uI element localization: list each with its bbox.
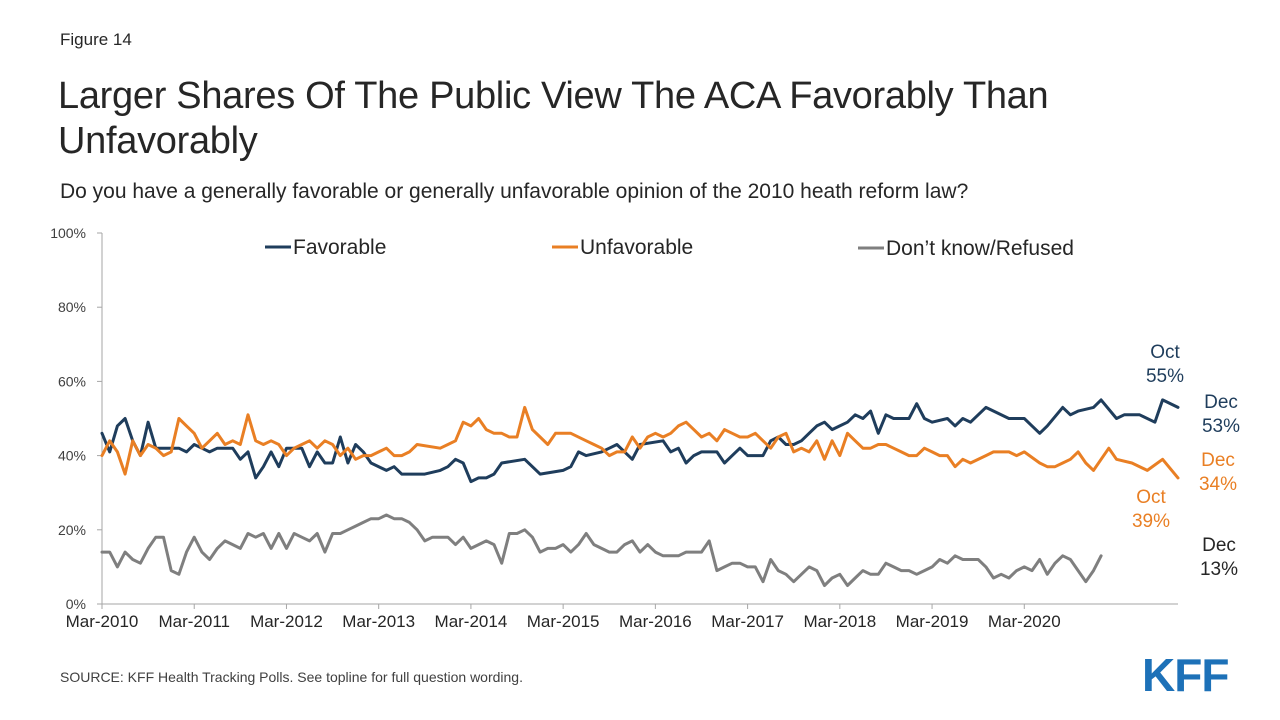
annotation-2-line-0: Dec <box>1201 450 1235 471</box>
y-tick-label: 80% <box>58 299 86 315</box>
figure-label: Figure 14 <box>60 30 132 49</box>
chart-title: Larger Shares Of The Public View The ACA… <box>58 75 1049 162</box>
series-line-0 <box>100 398 1180 484</box>
x-tick-label: Mar-2014 <box>435 612 508 631</box>
y-tick-label: 20% <box>58 522 86 538</box>
x-tick-label: Mar-2010 <box>66 612 139 631</box>
annotation-2-line-1: 34% <box>1199 474 1237 495</box>
chart-axes: 0% 20% 40% 60% 80% 100% Mar-2010 Mar-2011 Mar-20… <box>50 225 1178 631</box>
legend-label-1: Unfavorable <box>580 236 693 259</box>
y-tick-label: 0% <box>66 596 86 612</box>
x-tick-label: Mar-2020 <box>988 612 1061 631</box>
chart-annotations: Oct 55% Dec 53% Dec 34% Oct 39% Dec 13% <box>1132 342 1240 580</box>
source-note: SOURCE: KFF Health Tracking Polls. See t… <box>60 669 523 685</box>
annotation-3-line-1: 39% <box>1132 511 1170 532</box>
x-tick-label: Mar-2016 <box>619 612 692 631</box>
legend-label-0: Favorable <box>293 236 386 259</box>
annotation-0-line-0: Oct <box>1150 342 1180 363</box>
y-tick-label: 40% <box>58 448 86 464</box>
series-line-1 <box>100 405 1180 480</box>
annotation-1-line-0: Dec <box>1204 392 1238 413</box>
kff-logo: KFF <box>1142 649 1229 701</box>
line-chart: 0% 20% 40% 60% 80% 100% Mar-2010 Mar-2011 Mar-20… <box>50 225 1240 631</box>
x-tick-label: Mar-2012 <box>250 612 323 631</box>
chart-lines <box>100 398 1180 587</box>
annotation-0-line-1: 55% <box>1146 366 1184 387</box>
annotation-1-line-1: 53% <box>1202 416 1240 437</box>
annotation-3-line-0: Oct <box>1136 487 1166 508</box>
annotation-4-line-0: Dec <box>1202 535 1236 556</box>
chart-subtitle: Do you have a generally favorable or gen… <box>60 180 969 203</box>
x-tick-label: Mar-2017 <box>711 612 784 631</box>
y-tick-label: 60% <box>58 373 86 389</box>
annotation-4-line-1: 13% <box>1200 559 1238 580</box>
series-line-2 <box>100 513 1103 587</box>
legend-label-2: Don’t know/Refused <box>886 237 1074 260</box>
x-tick-label: Mar-2011 <box>158 612 230 631</box>
y-tick-label: 100% <box>50 225 86 241</box>
x-tick-label: Mar-2018 <box>803 612 876 631</box>
x-tick-label: Mar-2019 <box>896 612 969 631</box>
x-tick-label: Mar-2015 <box>527 612 600 631</box>
x-tick-label: Mar-2013 <box>342 612 415 631</box>
chart-legend: Favorable Unfavorable Don’t know/Refused <box>265 236 1074 260</box>
